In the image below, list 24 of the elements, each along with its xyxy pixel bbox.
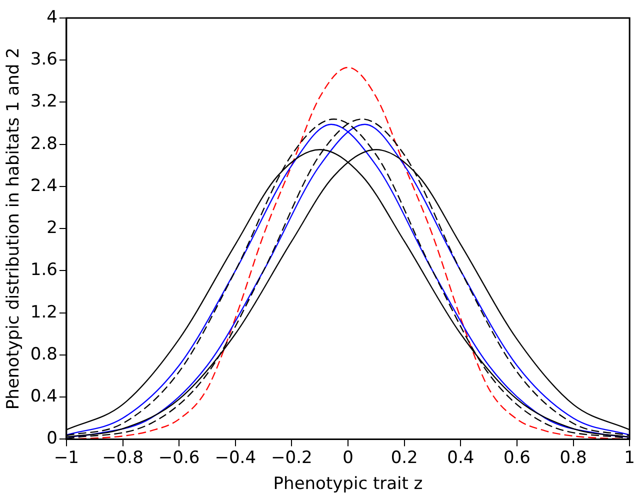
y-tick-label: 0 xyxy=(46,428,58,449)
x-tick-label: 0.8 xyxy=(560,448,587,468)
y-tick-label: 1.6 xyxy=(30,260,58,280)
y-tick-label: 4 xyxy=(46,7,58,28)
x-tick-label: 0.6 xyxy=(503,448,530,468)
y-tick-label: 0.8 xyxy=(30,344,58,364)
x-tick-label: 0 xyxy=(342,448,354,468)
y-tick-label: 2 xyxy=(46,218,58,238)
x-tick-label: −0.6 xyxy=(158,448,200,468)
x-tick-label: 0.2 xyxy=(390,448,418,468)
x-tick-label: 0.4 xyxy=(447,448,474,468)
y-tick-label: 3.2 xyxy=(30,92,58,112)
y-tick-label: 3.6 xyxy=(30,50,58,70)
y-tick-label: 2.8 xyxy=(30,134,58,154)
y-tick-label: 1.2 xyxy=(30,302,58,322)
x-tick-label: −0.4 xyxy=(214,448,256,468)
y-tick-label: 0.4 xyxy=(30,386,58,406)
y-tick-label: 2.4 xyxy=(30,176,58,196)
x-tick-label: −0.8 xyxy=(102,448,144,468)
x-axis-title: Phenotypic trait z xyxy=(273,474,423,494)
x-tick-label: 1 xyxy=(624,448,636,468)
y-axis-title: Phenotypic distribution in habitats 1 and 2 xyxy=(4,48,24,410)
x-tick-label: −0.2 xyxy=(271,448,312,468)
x-tick-label: −1 xyxy=(54,448,79,468)
